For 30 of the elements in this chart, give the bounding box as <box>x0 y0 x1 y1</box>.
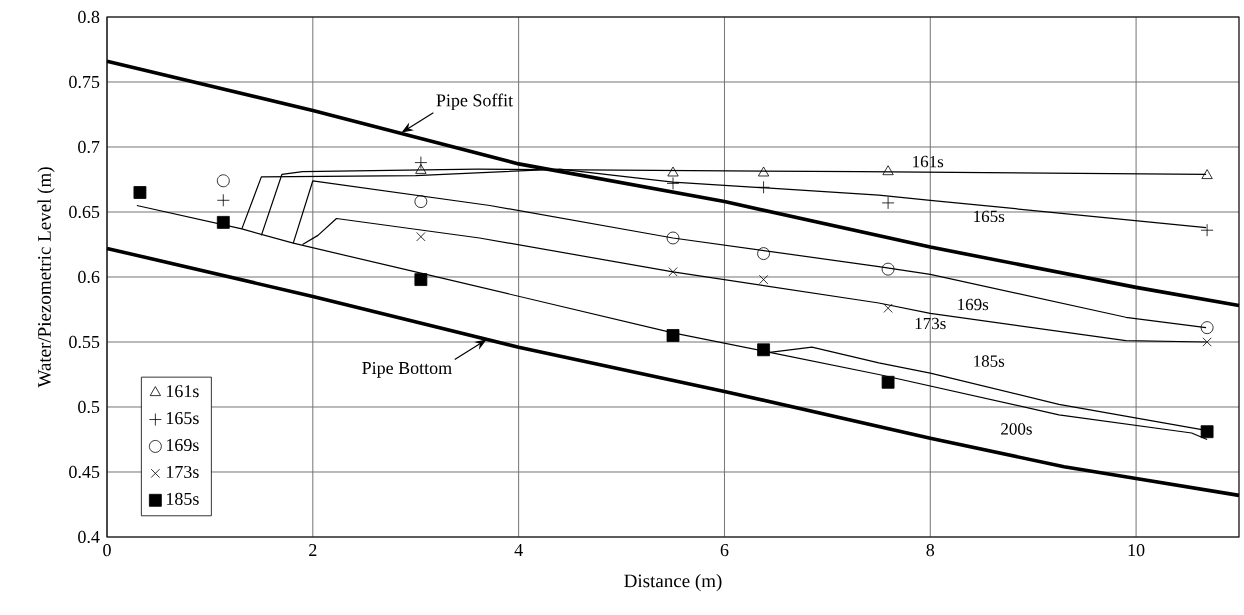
y-tick-label: 0.75 <box>69 75 100 89</box>
x-tick-label: 0 <box>103 544 111 557</box>
y-tick-label: 0.65 <box>69 205 100 219</box>
legend-label: 161s <box>166 385 199 398</box>
legend-label: 173s <box>166 465 199 479</box>
x-tick-label: 6 <box>720 544 729 557</box>
y-tick-label: 0.7 <box>78 140 100 154</box>
legend-label: 185s <box>166 492 199 505</box>
y-axis-title: Water/Piezometric Level (m) <box>37 167 55 388</box>
series-label: 161s <box>913 155 944 168</box>
annotation: Pipe Bottom <box>362 361 452 378</box>
series-label: 185s <box>974 355 1005 367</box>
x-tick-label: 2 <box>309 544 317 556</box>
y-tick-label: 0.55 <box>69 335 100 349</box>
x-axis-title: Distance (m) <box>624 573 722 592</box>
series-label: 165s <box>974 210 1005 223</box>
y-tick-label: 0.45 <box>69 465 100 479</box>
y-tick-label: 0.5 <box>78 400 100 414</box>
y-tick-label: 0.6 <box>78 270 100 284</box>
y-tick-label: 0.4 <box>78 530 100 544</box>
y-tick-label: 0.8 <box>78 10 100 24</box>
x-tick-label: 10 <box>1128 544 1145 557</box>
legend-label: 165s <box>166 412 199 425</box>
x-tick-label: 4 <box>514 544 523 556</box>
annotation: Pipe Soffit <box>436 93 513 111</box>
x-tick-label: 8 <box>926 544 935 557</box>
series-label: 169s <box>958 298 989 311</box>
legend-label: 169s <box>166 438 199 452</box>
series-label: 173s <box>915 317 946 330</box>
series-label: 200s <box>1001 423 1032 435</box>
